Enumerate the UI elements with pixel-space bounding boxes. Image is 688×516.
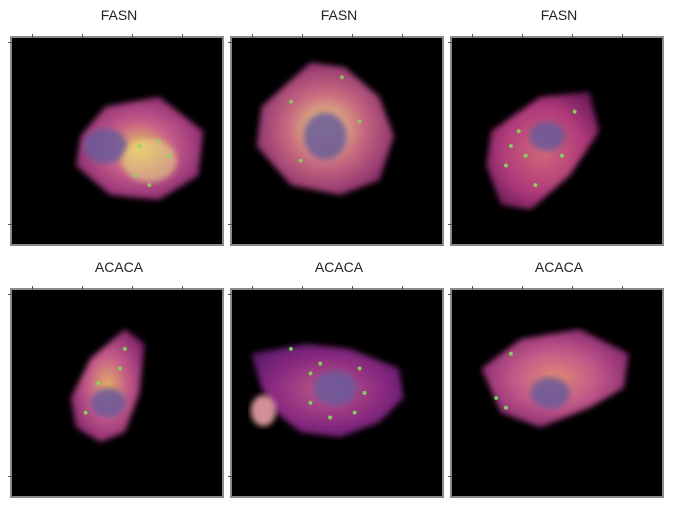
panel-title: FASN	[100, 7, 138, 23]
panel-title: FASN	[540, 7, 578, 23]
panel-acaca-3: ACACA	[448, 258, 668, 500]
panel-fasn-3: FASN	[448, 6, 668, 248]
cell-micrograph-acaca-1	[70, 329, 145, 443]
cell-image	[8, 34, 224, 246]
panel-title: FASN	[320, 7, 358, 23]
cell-image	[228, 34, 444, 246]
panel-title: ACACA	[534, 259, 584, 275]
panel-acaca-1: ACACA	[8, 258, 228, 500]
panel-fasn-2: FASN	[228, 6, 448, 248]
cell-micrograph-fasn-2	[256, 62, 394, 195]
cell-image	[448, 34, 664, 246]
cell-micrograph-acaca-2	[250, 343, 404, 438]
panel-fasn-1: FASN	[8, 6, 228, 248]
panel-title: ACACA	[94, 259, 144, 275]
cell-micrograph-fasn-1	[75, 96, 204, 200]
cell-micrograph-acaca-3	[481, 329, 629, 428]
panel-acaca-2: ACACA	[228, 258, 448, 500]
cell-image	[228, 286, 444, 498]
cell-micrograph-fasn-3	[486, 91, 600, 210]
panel-title: ACACA	[314, 259, 364, 275]
cell-image	[8, 286, 224, 498]
cell-image	[448, 286, 664, 498]
